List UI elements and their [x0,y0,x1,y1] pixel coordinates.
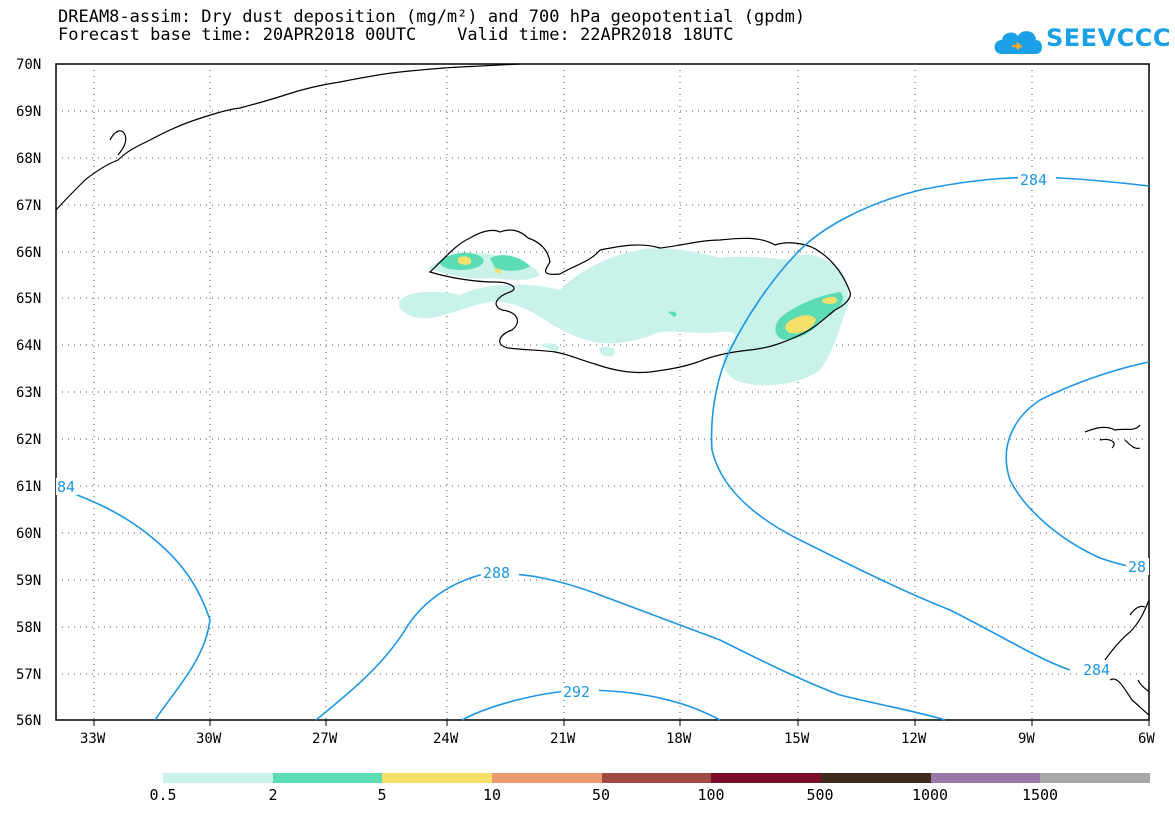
lat-label: 70N [16,57,41,73]
lon-label: 18W [666,731,692,747]
iceland-coastline [428,229,851,374]
longitude-labels: 33W 30W 27W 24W 21W 18W 15W 12W 9W 6W [80,731,1155,747]
lon-label: 6W [1138,731,1155,747]
lat-label: 67N [16,198,41,214]
legend-label: 50 [591,786,611,804]
legend-swatch [711,773,822,783]
map-subtitle: Forecast base time: 20APR2018 00UTC Vali… [58,25,734,45]
lat-label: 58N [16,620,41,636]
contour-284-west [710,249,1071,671]
legend-label: 500 [806,786,834,804]
lon-label: 33W [80,731,106,747]
lat-label: 69N [16,104,41,120]
lon-label: 30W [196,731,222,747]
cloud-logo-icon [994,31,1042,54]
contour-labels: 284 84 288 292 28 284 [56,171,1149,701]
map-title: DREAM8-assim: Dry dust deposition (mg/m²… [58,7,806,27]
legend-swatch [821,773,931,783]
lat-label: 59N [16,573,41,589]
lat-label: 56N [16,713,41,729]
faroe-islands [1084,424,1141,450]
contour-label-288: 288 [483,564,510,582]
geopotential-contours [55,176,1150,721]
lat-label: 68N [16,151,41,167]
legend-label: 2 [268,786,278,804]
latitude-labels: 70N 69N 68N 67N 66N 65N 64N 63N 62N 61N … [16,57,41,729]
contour-284-north [799,176,1150,251]
dust-area-0.5 [399,248,849,386]
lat-label: 65N [16,291,41,307]
contour-284-east [1005,361,1150,571]
lon-label: 9W [1018,731,1035,747]
legend-swatch [272,773,383,783]
lat-label: 66N [16,245,41,261]
coastlines [55,63,1150,716]
tick-marks [93,720,1150,726]
legend-label: 1000 [911,786,949,804]
contour-label-84-west: 84 [57,478,75,496]
logo-text: SEEVCCC [1046,24,1171,52]
lat-label: 63N [16,385,41,401]
contour-284-far-west [55,487,211,721]
legend-label: 1500 [1021,786,1059,804]
lat-label: 60N [16,526,41,542]
legend-swatch [492,773,602,783]
dust-deposition-shading [399,248,849,386]
legend-swatch [163,773,273,783]
colorbar-legend [163,773,1151,783]
contour-label-28-east: 28 [1128,558,1146,576]
gridlines [56,64,1149,720]
lon-label: 12W [901,731,927,747]
lon-label: 21W [550,731,576,747]
legend-swatch [1040,773,1151,783]
lon-label: 27W [312,731,338,747]
legend-swatch [601,773,712,783]
legend-label: 100 [697,786,725,804]
lat-label: 57N [16,667,41,683]
greenland-coastline [55,63,521,211]
legend-swatch [930,773,1041,783]
legend-label: 0.5 [149,786,177,804]
lat-label: 61N [16,479,41,495]
scotland-coastline [1104,599,1150,716]
contour-288 [315,572,946,721]
legend-swatch [382,773,493,783]
lon-label: 24W [433,731,459,747]
lat-label: 64N [16,338,41,354]
legend-label: 10 [482,786,502,804]
lat-label: 62N [16,432,41,448]
contour-label-292: 292 [563,683,590,701]
contour-label-284-southeast: 284 [1083,661,1110,679]
contour-label-284-north: 284 [1020,171,1047,189]
lon-label: 15W [784,731,810,747]
legend-label: 5 [377,786,387,804]
dust-area-5 [457,256,472,265]
